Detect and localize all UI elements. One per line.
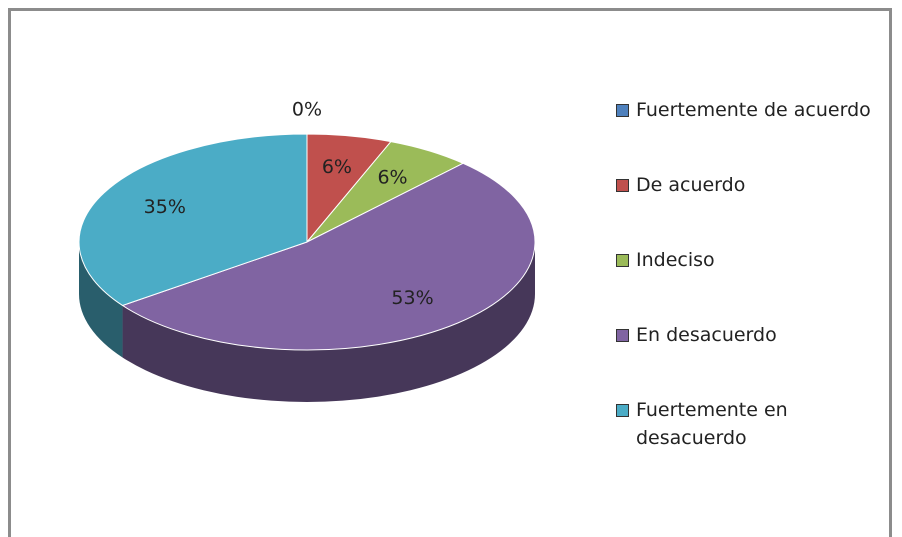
- data-label: 6%: [322, 156, 352, 178]
- data-label: 35%: [144, 196, 186, 218]
- legend-swatch: [616, 404, 629, 417]
- pie-side: [79, 242, 123, 358]
- legend-swatch: [616, 179, 629, 192]
- legend-item: De acuerdo: [616, 171, 886, 246]
- legend: Fuertemente de acuerdo De acuerdo Indeciso…: [616, 96, 886, 471]
- pie-slice: [78, 133, 308, 307]
- data-label: 6%: [377, 167, 407, 189]
- legend-item: Fuertemente de acuerdo: [616, 96, 886, 171]
- data-label: 0%: [292, 99, 322, 121]
- legend-swatch: [616, 254, 629, 267]
- legend-label: Indeciso: [636, 249, 715, 271]
- legend-swatch: [616, 329, 629, 342]
- legend-item: Fuertemente en desacuerdo: [616, 396, 886, 471]
- pie-side: [122, 242, 535, 402]
- legend-item: Indeciso: [616, 246, 886, 321]
- legend-swatch: [616, 104, 629, 117]
- legend-label: Fuertemente en desacuerdo: [636, 399, 788, 449]
- legend-label: Fuertemente de acuerdo: [636, 99, 871, 121]
- pie-slice: [121, 162, 536, 351]
- data-label: 53%: [391, 287, 433, 309]
- legend-label: En desacuerdo: [636, 324, 777, 346]
- legend-item: En desacuerdo: [616, 321, 886, 396]
- legend-label: De acuerdo: [636, 174, 746, 196]
